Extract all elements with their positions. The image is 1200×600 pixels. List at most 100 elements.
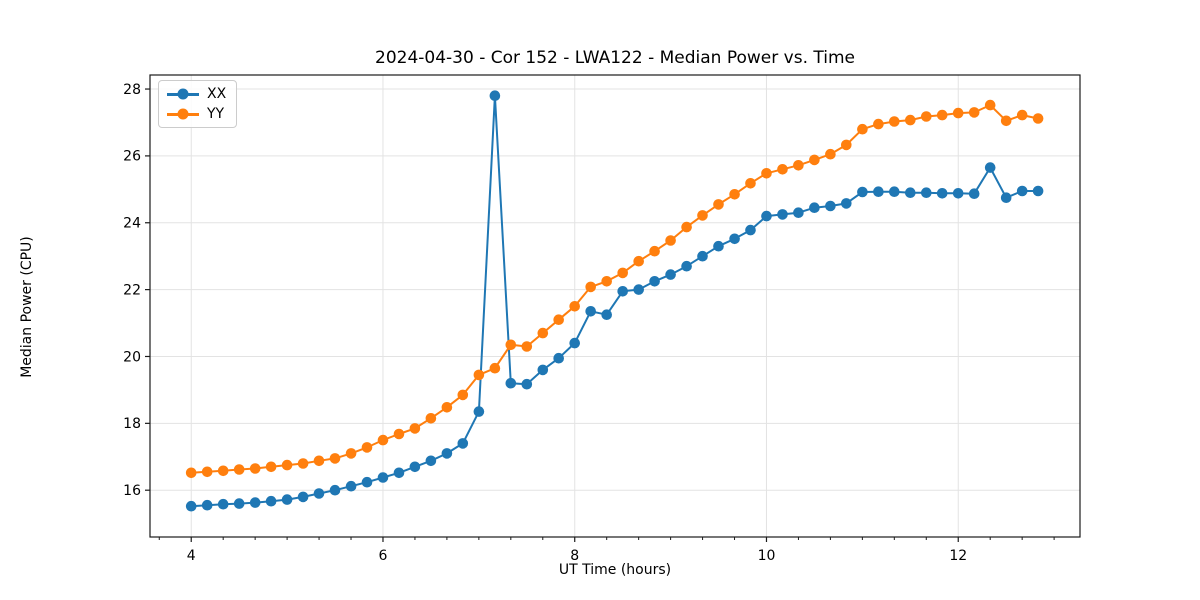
data-point-yy	[825, 148, 836, 160]
data-point-xx	[281, 494, 293, 505]
data-point-yy	[457, 389, 469, 401]
data-point-yy	[409, 423, 421, 434]
data-point-xx	[681, 260, 692, 272]
data-point-xx	[729, 233, 740, 245]
y-axis-label: Median Power (CPU)	[19, 236, 35, 378]
chart-title: 2024-04-30 - Cor 152 - LWA122 - Median P…	[375, 48, 855, 68]
x-tick-label: 6	[379, 548, 388, 564]
legend-line-marker-xx	[167, 88, 199, 100]
data-point-yy	[473, 369, 485, 381]
legend-item-xx: XX	[167, 86, 226, 102]
legend-line-marker-yy	[167, 108, 199, 120]
data-point-xx	[201, 499, 213, 511]
data-point-yy	[1032, 113, 1044, 124]
data-point-yy	[617, 267, 628, 279]
data-point-xx	[489, 90, 501, 101]
data-point-xx	[473, 406, 485, 417]
data-point-yy	[729, 189, 740, 200]
x-axis-label: UT Time (hours)	[558, 562, 672, 578]
series-line-xx	[191, 94, 1039, 508]
data-point-xx	[297, 491, 309, 503]
data-point-yy	[265, 461, 277, 473]
data-point-xx	[889, 186, 900, 197]
y-tick-label: 18	[123, 416, 141, 432]
data-point-xx	[649, 276, 660, 287]
data-point-xx	[585, 306, 596, 317]
data-point-xx	[633, 284, 644, 295]
data-point-yy	[569, 301, 580, 312]
data-point-yy	[297, 458, 309, 469]
data-point-xx	[185, 500, 197, 512]
y-tick-label: 28	[123, 82, 141, 98]
legend: XX YY	[158, 80, 238, 128]
legend-label-yy: YY	[207, 106, 225, 122]
x-tick-label: 8	[570, 548, 579, 564]
data-point-yy	[233, 464, 245, 475]
data-point-yy	[921, 111, 932, 122]
data-point-xx	[361, 476, 373, 488]
data-point-yy	[505, 339, 517, 351]
data-point-yy	[713, 199, 724, 210]
data-point-yy	[681, 221, 692, 233]
data-point-yy	[633, 255, 644, 267]
data-point-yy	[968, 107, 980, 118]
data-point-xx	[601, 309, 612, 321]
data-point-xx	[936, 188, 948, 199]
data-point-xx	[952, 188, 964, 199]
data-point-yy	[313, 455, 325, 467]
data-point-xx	[841, 198, 852, 209]
data-point-yy	[984, 99, 996, 111]
data-point-yy	[649, 245, 660, 257]
data-point-yy	[361, 442, 373, 453]
data-point-xx	[457, 438, 469, 449]
data-point-yy	[201, 466, 213, 478]
data-point-xx	[393, 467, 405, 479]
data-point-xx	[984, 162, 996, 173]
data-point-yy	[281, 459, 293, 471]
data-point-xx	[921, 187, 932, 198]
legend-item-yy: YY	[167, 106, 226, 122]
legend-label-xx: XX	[207, 86, 227, 102]
data-point-yy	[489, 362, 501, 374]
data-point-xx	[441, 448, 453, 459]
data-point-yy	[889, 116, 900, 127]
x-tick-label: 12	[949, 548, 967, 564]
data-point-xx	[1000, 192, 1012, 203]
data-point-xx	[425, 455, 437, 467]
data-point-xx	[777, 209, 788, 220]
data-point-yy	[553, 314, 564, 326]
y-tick-label: 22	[123, 282, 141, 298]
data-point-xx	[697, 250, 708, 262]
data-point-yy	[393, 428, 405, 440]
data-point-xx	[265, 495, 277, 507]
data-point-yy	[761, 168, 772, 179]
data-point-xx	[873, 186, 884, 197]
data-point-yy	[841, 139, 852, 151]
y-tick-label: 26	[123, 149, 141, 165]
data-point-yy	[1016, 109, 1028, 121]
data-point-xx	[809, 202, 820, 213]
data-point-xx	[1016, 185, 1028, 197]
data-point-yy	[521, 341, 533, 352]
data-point-yy	[873, 118, 884, 130]
data-point-yy	[777, 164, 788, 175]
data-point-yy	[936, 109, 948, 121]
data-point-yy	[377, 434, 389, 446]
data-point-xx	[745, 224, 756, 236]
y-tick-label: 24	[123, 216, 141, 232]
data-point-xx	[233, 498, 245, 509]
data-point-xx	[537, 364, 549, 376]
series-line-yy	[191, 104, 1039, 474]
data-point-xx	[505, 377, 517, 389]
data-point-yy	[185, 467, 197, 479]
data-point-yy	[345, 448, 357, 459]
data-point-xx	[377, 472, 389, 483]
data-point-xx	[968, 188, 980, 199]
data-point-xx	[217, 498, 229, 510]
data-point-yy	[585, 281, 596, 293]
data-point-xx	[345, 480, 357, 492]
x-tick-label: 4	[187, 548, 196, 564]
data-point-xx	[249, 497, 261, 508]
data-point-xx	[857, 186, 868, 198]
